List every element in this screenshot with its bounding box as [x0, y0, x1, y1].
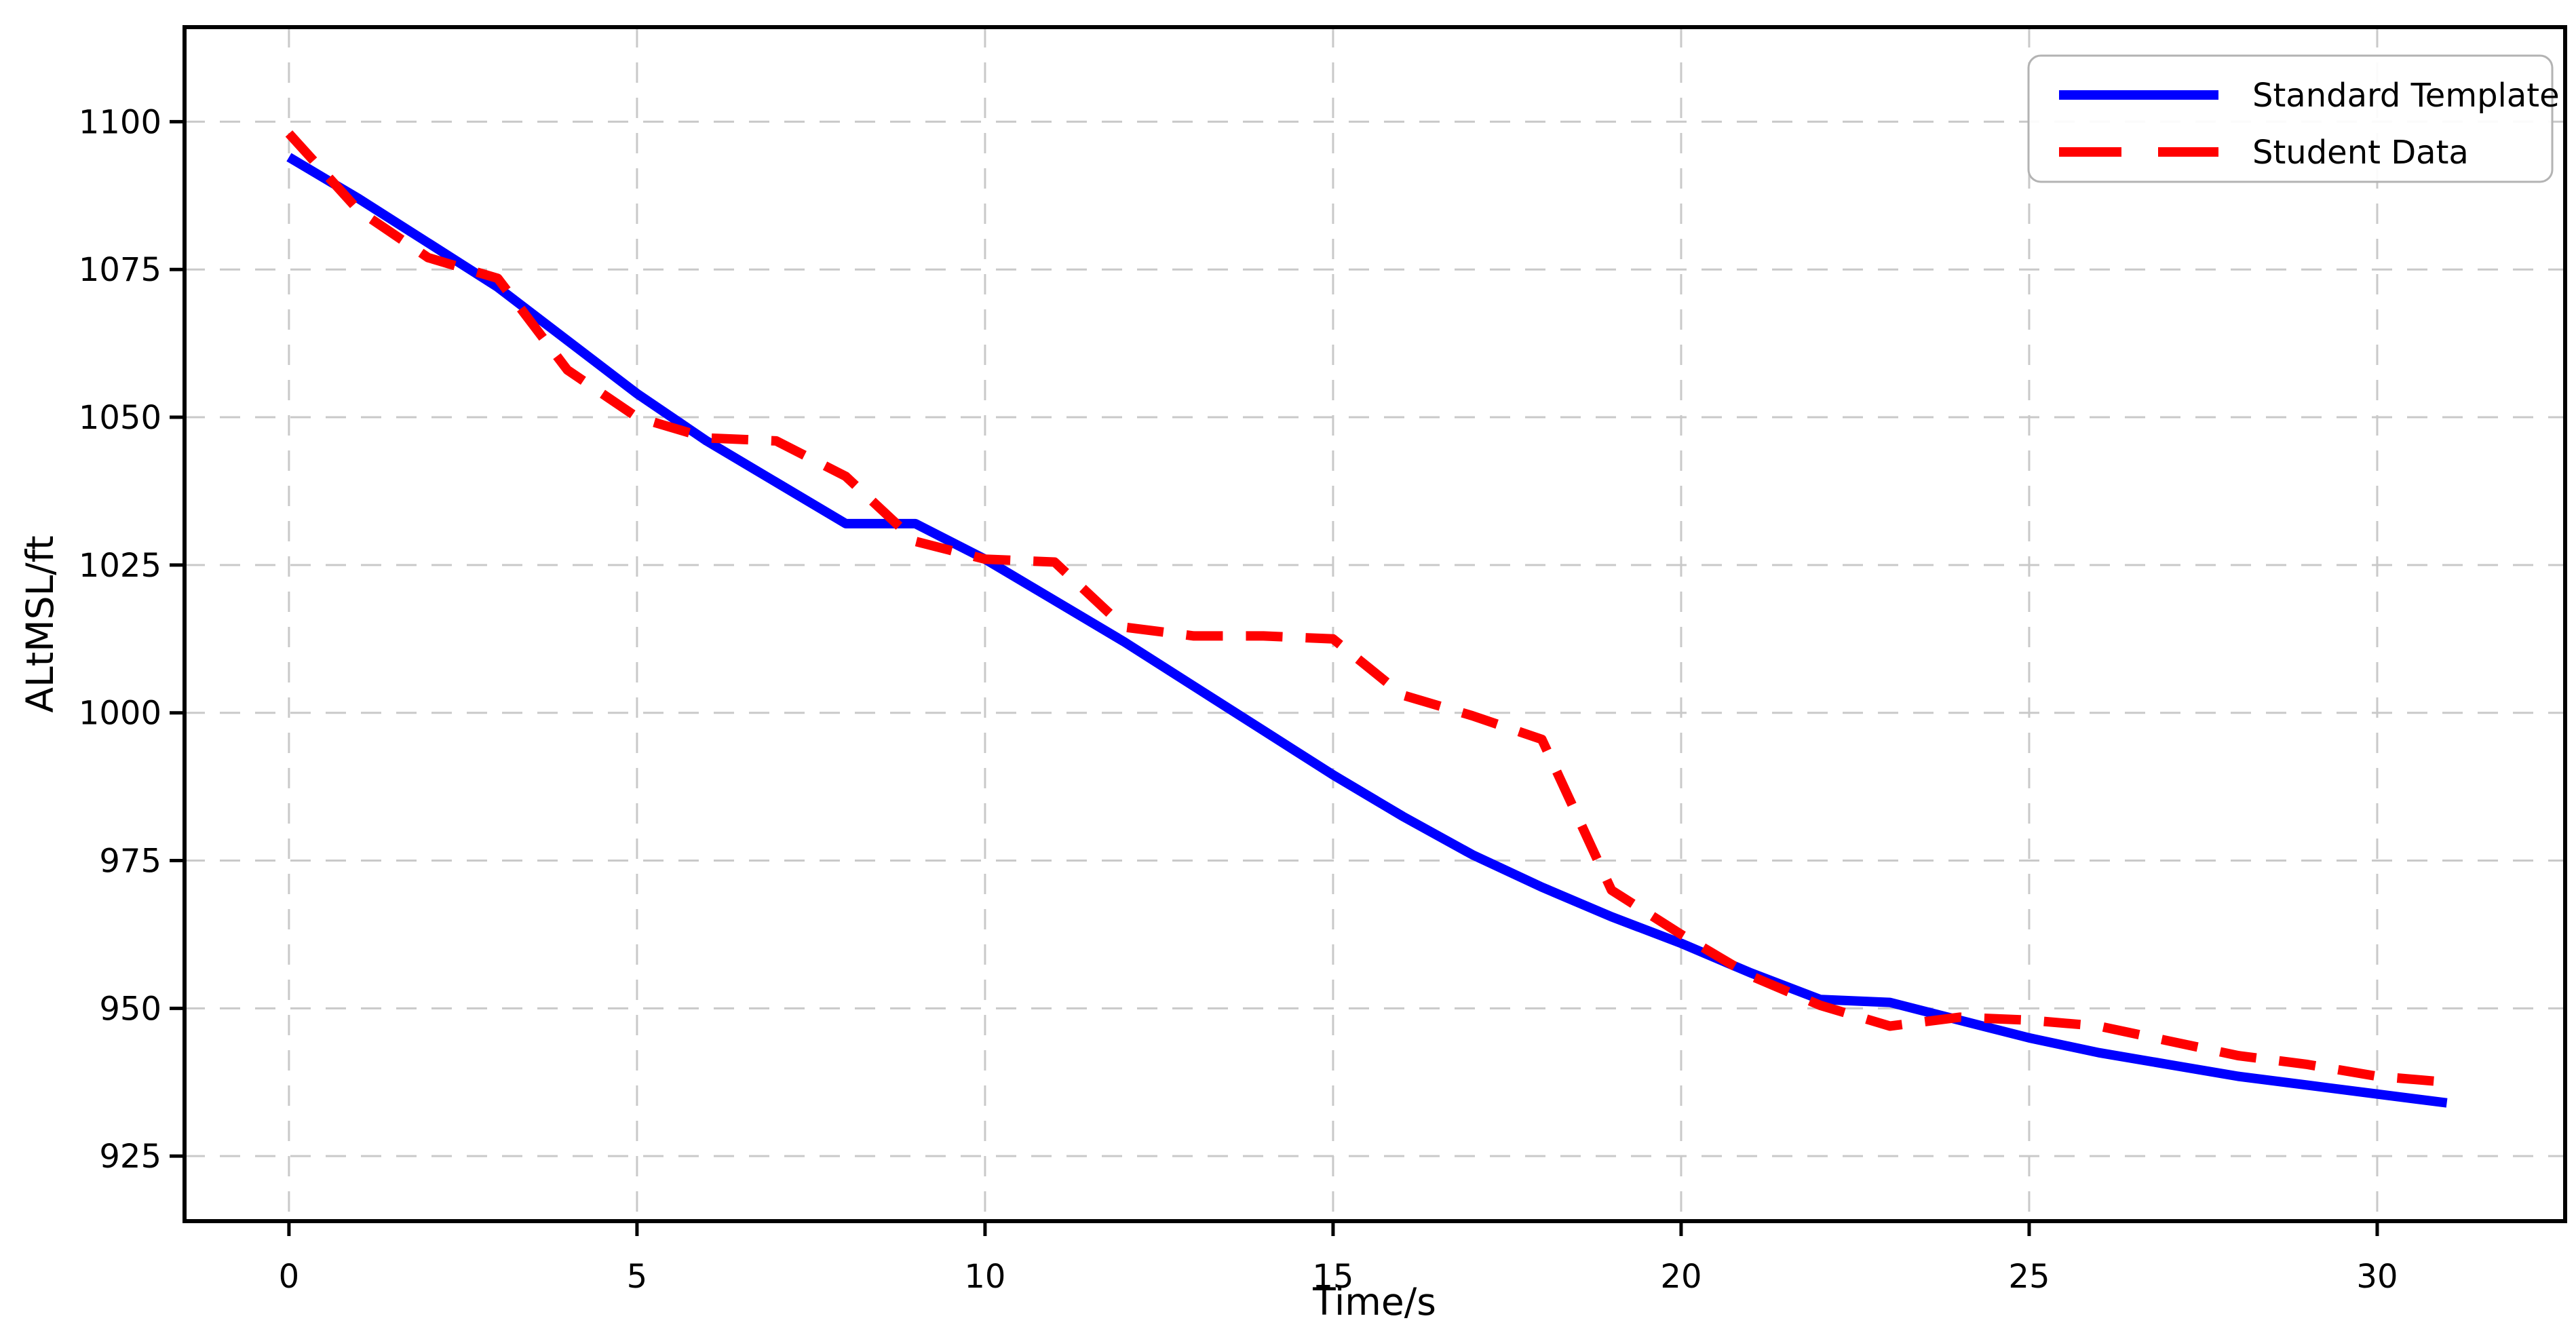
y-tick-label: 950 [99, 990, 161, 1028]
x-tick-label: 5 [627, 1258, 648, 1296]
y-tick-label: 1025 [79, 547, 161, 585]
y-axis-title: ALtMSL/ft [18, 535, 62, 712]
series-student-data [285, 130, 2448, 1087]
series-group [285, 130, 2448, 1108]
y-tick-label: 1050 [79, 399, 161, 437]
y-tick-label: 1100 [79, 103, 161, 141]
legend-label: Standard Template [2252, 77, 2560, 115]
y-tick-label: 1000 [79, 695, 161, 733]
y-tick-label: 925 [99, 1138, 161, 1176]
x-tick-label: 20 [1660, 1258, 1702, 1296]
legend-label: Student Data [2252, 134, 2469, 172]
x-tick-label: 25 [2008, 1258, 2050, 1296]
x-tick-label: 15 [1312, 1258, 1353, 1296]
y-tick-label: 975 [99, 843, 161, 881]
plot-border [182, 25, 2567, 1223]
legend: Standard Template Student Data [2027, 54, 2560, 183]
series-standard-template [286, 153, 2448, 1108]
x-tick-label: 10 [964, 1258, 1005, 1296]
y-axis: 925 950 975 1000 1025 1050 1075 1100 [79, 103, 185, 1176]
grid [185, 27, 2565, 1221]
x-tick-label: 0 [279, 1258, 300, 1296]
x-axis: 0 5 10 15 20 25 30 [279, 1221, 2398, 1296]
y-tick-label: 1075 [79, 251, 161, 289]
x-tick-label: 30 [2356, 1258, 2398, 1296]
x-axis-title: Time/s [1312, 1280, 1436, 1324]
